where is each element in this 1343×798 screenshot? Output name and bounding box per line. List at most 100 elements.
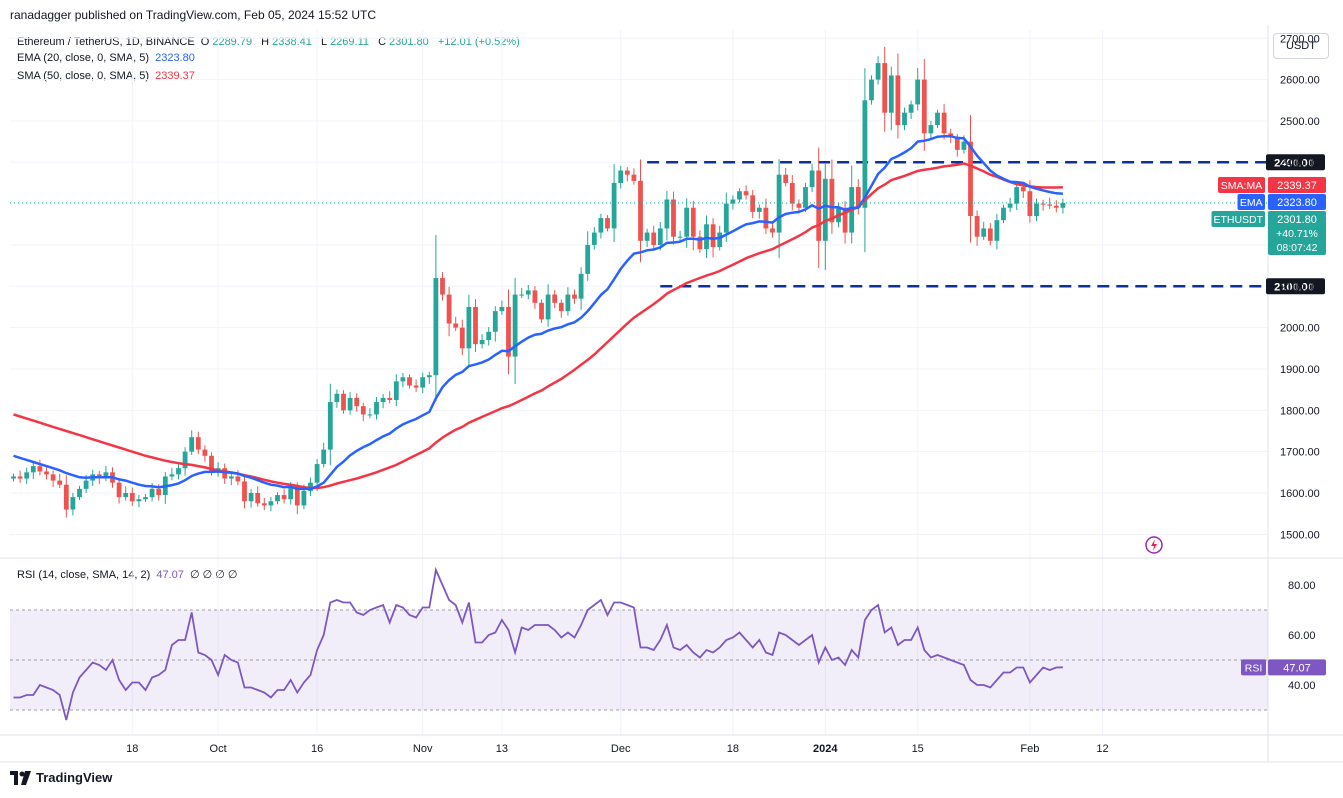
candle-body: [822, 178, 828, 241]
rsi-extra: ∅ ∅ ∅ ∅: [189, 569, 238, 581]
candle-body: [987, 228, 993, 241]
candle-body: [275, 495, 280, 502]
candle-body: [473, 306, 478, 345]
candle-body: [756, 207, 762, 212]
candle-body: [572, 294, 577, 299]
candle-body: [255, 492, 261, 504]
candle-body: [413, 385, 419, 388]
candle-body: [1020, 187, 1026, 192]
candle-body: [908, 104, 914, 113]
price-tick-label: 1500.00: [1280, 529, 1320, 541]
candle-body: [44, 471, 49, 475]
candle-body: [360, 406, 366, 415]
candle-body: [519, 294, 525, 296]
candle-body: [770, 228, 775, 233]
candle-body: [1034, 203, 1039, 217]
candle-body: [657, 228, 663, 245]
candle-body: [143, 497, 148, 500]
marker-tag-bg: [1211, 211, 1265, 227]
candle-body: [618, 170, 624, 183]
rsi-tick-label: 60.00: [1288, 630, 1316, 642]
candle-body: [261, 503, 267, 506]
candle-body: [882, 63, 888, 113]
candle-body: [327, 402, 333, 450]
price-tick-label: 1800.00: [1280, 405, 1320, 417]
candle-body: [446, 294, 452, 324]
symbol-name[interactable]: Ethereum / TetherUS, 1D, BINANCE: [17, 36, 195, 48]
candle-body: [420, 377, 426, 388]
candle-body: [189, 437, 195, 452]
candle-body: [17, 476, 23, 479]
candle-body: [545, 294, 551, 320]
candle-body: [994, 220, 1000, 241]
rsi-value-tag: 47.07: [1283, 662, 1311, 674]
candle-body: [96, 474, 102, 478]
candle-body: [737, 191, 742, 200]
candle-body: [684, 207, 690, 237]
candle-body: [334, 393, 340, 403]
candle-body: [816, 170, 822, 241]
candle-body: [83, 480, 89, 489]
candle-body: [935, 112, 940, 126]
time-tick-label: 18: [126, 743, 138, 755]
tradingview-brand[interactable]: TradingView: [10, 770, 112, 785]
published-note: ranadagger published on TradingView.com,…: [10, 8, 377, 22]
candle-body: [321, 449, 327, 465]
candle-body: [37, 466, 43, 472]
candle-body: [209, 455, 214, 473]
rsi-tag-bg: [1241, 659, 1266, 676]
candle-body: [869, 79, 874, 101]
candle-body: [875, 63, 881, 80]
rsi-tag-name: RSI: [1245, 662, 1263, 674]
candle-body: [235, 476, 241, 482]
ema-value: 2323.80: [155, 52, 195, 64]
time-tick-label: Oct: [210, 743, 227, 755]
marker-tag-name: SMA:MA: [1221, 180, 1262, 192]
lightning-icon[interactable]: [1145, 536, 1163, 554]
rsi-legend[interactable]: RSI (14, close, SMA, 14, 2) 47.07 ∅ ∅ ∅ …: [17, 569, 238, 581]
candle-body: [341, 393, 346, 411]
candle-body: [928, 125, 934, 134]
marker-value-bg: [1268, 177, 1326, 193]
candle-body: [1001, 207, 1006, 221]
candle-body: [407, 377, 412, 386]
candle-body: [776, 174, 782, 233]
rsi-tick-label: 40.00: [1288, 680, 1316, 692]
candle-body: [1047, 204, 1053, 206]
candle-body: [129, 492, 135, 502]
candle-body: [512, 294, 518, 357]
rsi-line: [13, 566, 1063, 721]
candle-body: [803, 187, 808, 208]
candle-body: [743, 191, 749, 196]
marker-tag-bg: [1237, 194, 1265, 210]
high-value: 2338.41: [272, 36, 312, 48]
candle-body: [829, 178, 835, 223]
candle-body: [169, 474, 175, 477]
candle-body: [182, 451, 188, 469]
candle-body: [1007, 203, 1013, 208]
candle-body: [506, 306, 511, 357]
sma-legend[interactable]: SMA (50, close, 0, SMA, 5) 2339.37: [17, 70, 195, 82]
candle-body: [565, 294, 571, 312]
candle-body: [558, 302, 564, 312]
candle-body: [968, 141, 973, 217]
candle-body: [1014, 187, 1020, 204]
currency-button[interactable]: USDT: [1273, 33, 1329, 59]
candle-body: [631, 174, 637, 181]
ema-legend[interactable]: EMA (20, close, 0, SMA, 5) 2323.80: [17, 52, 195, 64]
price-tick-label: 2400.00: [1280, 157, 1320, 169]
candle-body: [611, 182, 617, 229]
marker-extra: 08:07:42: [1277, 242, 1318, 254]
candle-body: [552, 294, 558, 303]
candle-body: [57, 480, 63, 485]
marker-value-bg: [1268, 194, 1326, 210]
price-tick-label: 2000.00: [1280, 323, 1320, 335]
candle-body: [585, 244, 591, 274]
candle-body: [195, 437, 201, 450]
candle-body: [314, 464, 320, 483]
marker-extra: +40.71%: [1276, 228, 1318, 240]
price-markers: SMA:MA 2339.37 EMA 2323.80 ETHUSDT 2301.80 +40…: [1211, 177, 1326, 676]
candle-body: [697, 236, 703, 250]
candle-body: [796, 203, 802, 208]
